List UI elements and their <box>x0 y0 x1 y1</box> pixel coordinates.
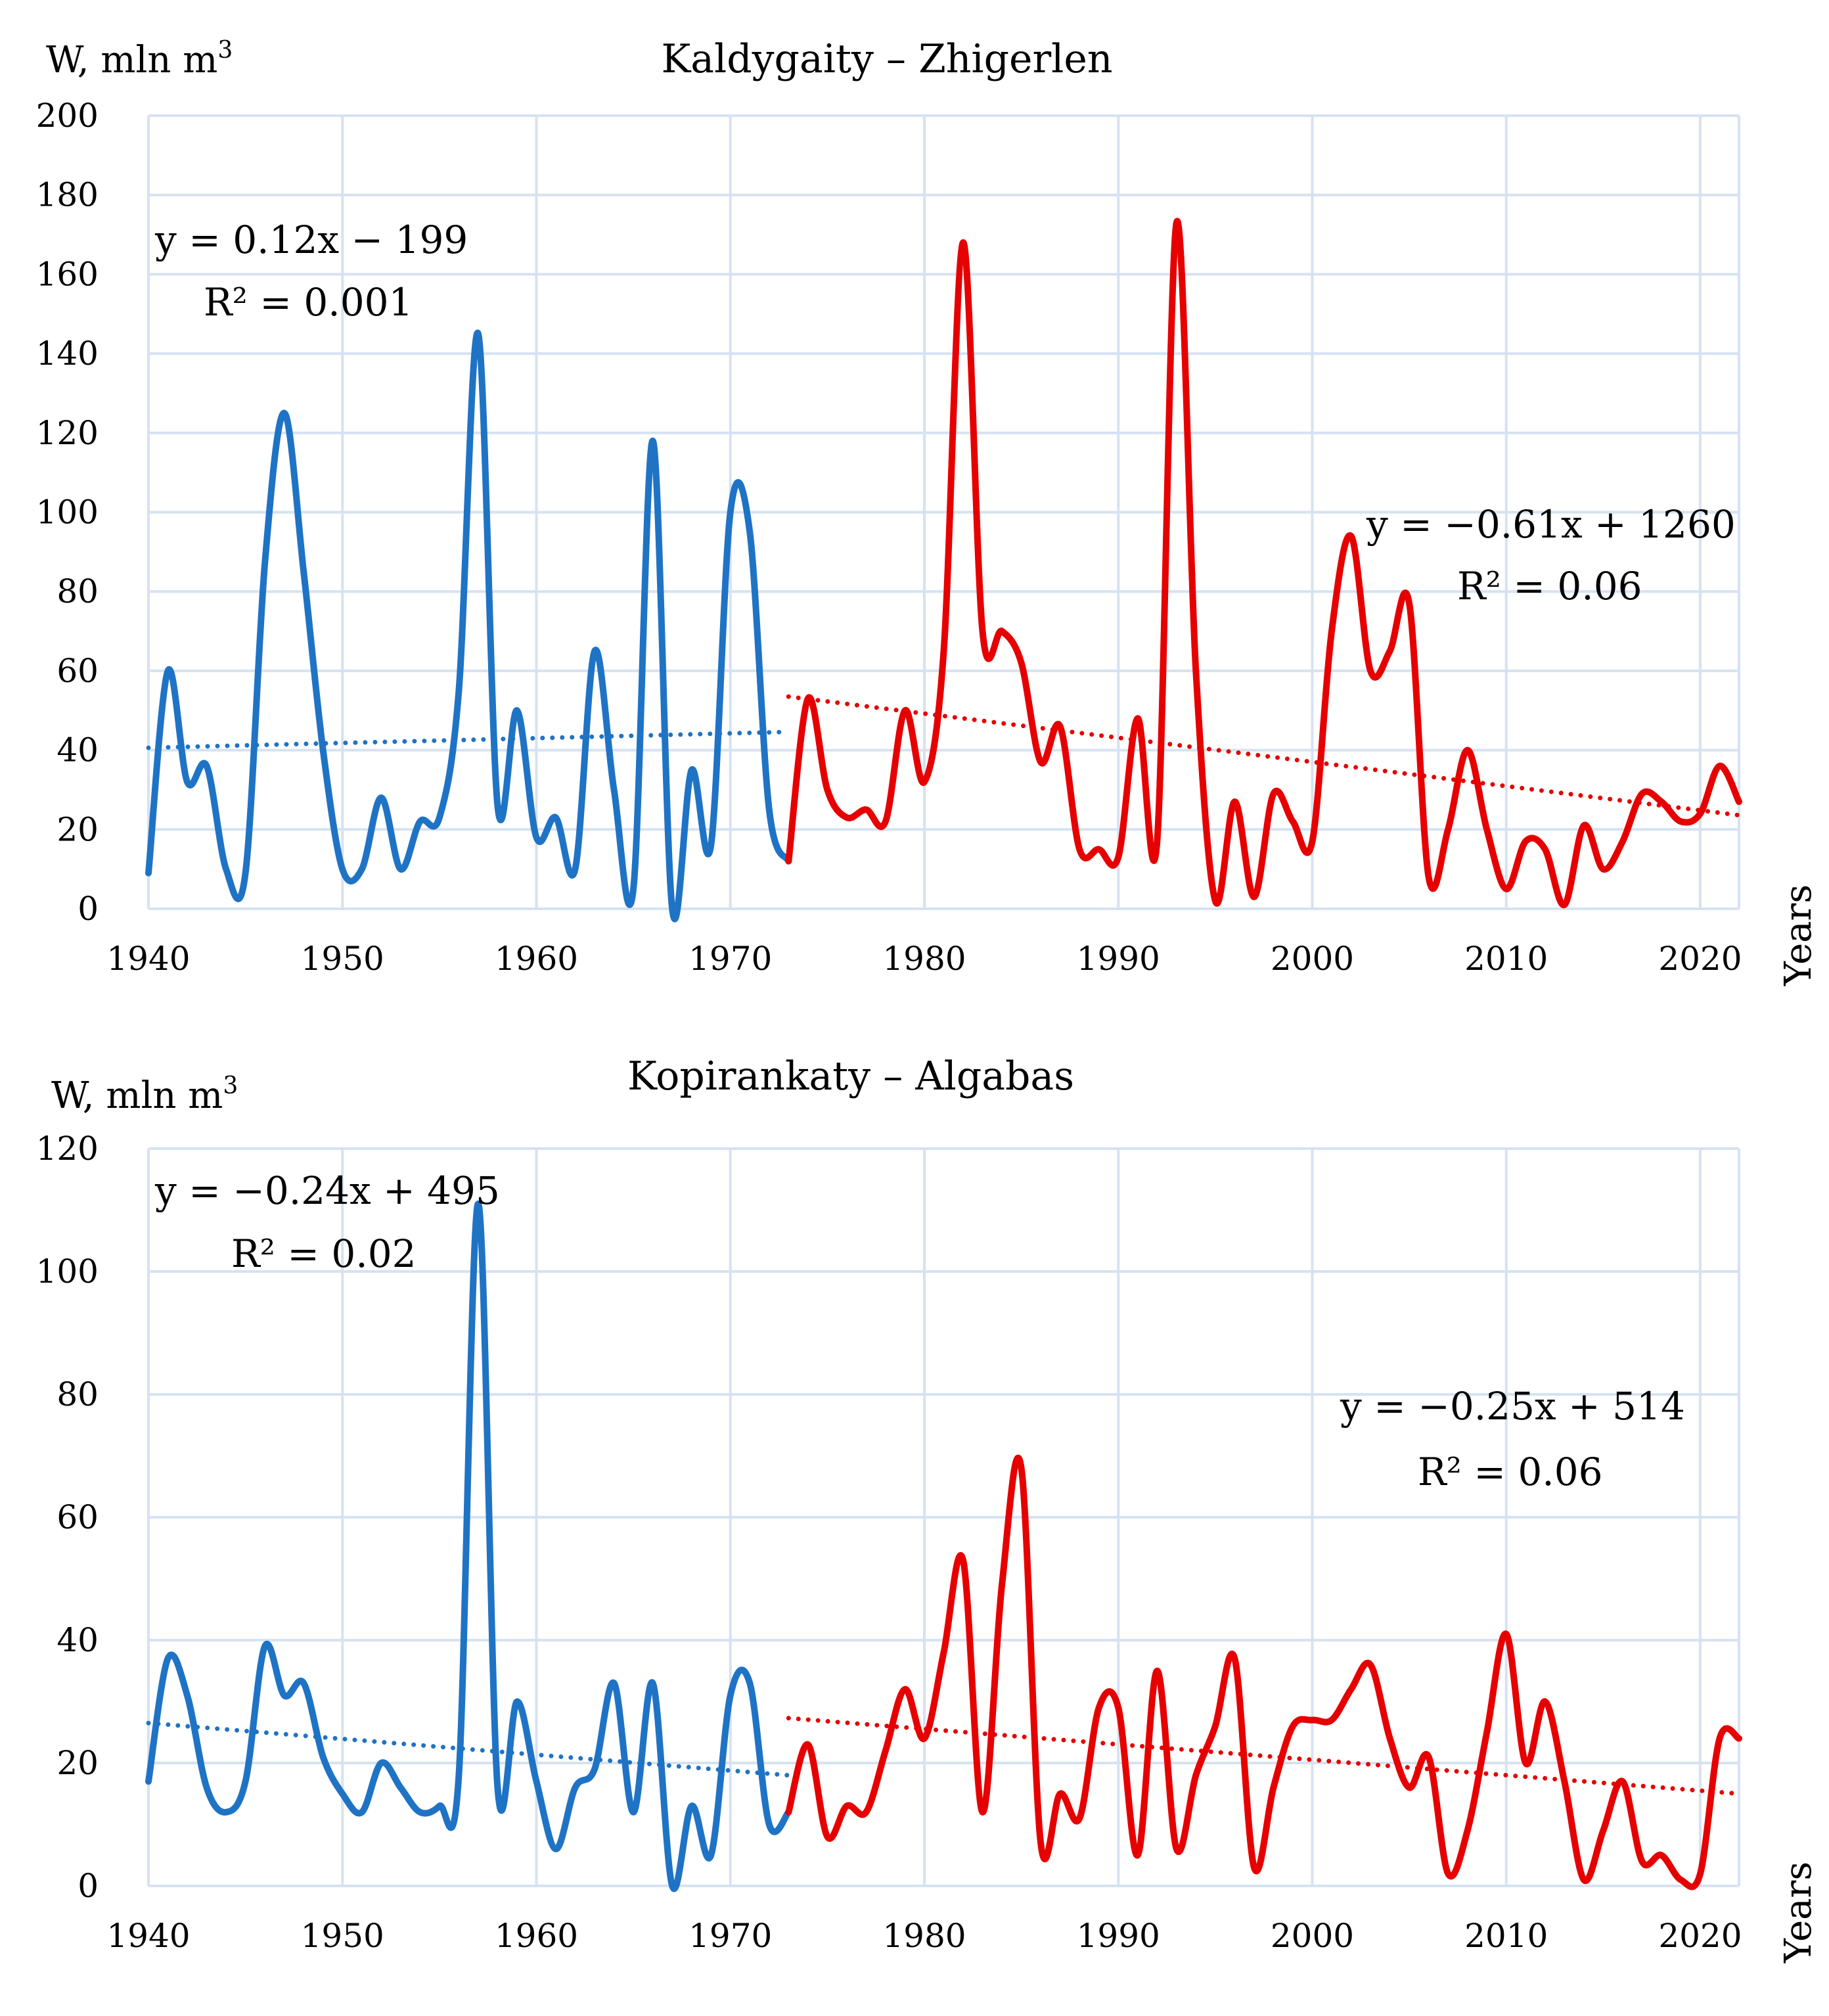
trend-r2-period-2: R² = 0.06 <box>1418 1450 1603 1494</box>
trend-r2-period-2: R² = 0.06 <box>1457 564 1642 608</box>
y-tick-label: 20 <box>56 1744 99 1782</box>
chart-2: 0 20 40 60 80 100 120 1940 1950 1960 1970 1980 1990 2… <box>36 1053 1820 1963</box>
chart-1: 0 20 40 60 80 100 120 140 160 180 200 1940 1950 1960 1… <box>36 36 1820 986</box>
chart-title: Kopirankaty – Algabas <box>627 1053 1074 1099</box>
x-tick-label: 2000 <box>1271 1917 1354 1955</box>
x-tick-label: 1990 <box>1077 940 1160 978</box>
y-axis-label: W, mln m3 <box>51 1072 238 1117</box>
trendline-period-1 <box>146 1720 791 1778</box>
y-tick-label: 120 <box>36 1130 99 1168</box>
series-line-period-1 <box>145 1201 792 1892</box>
trend-equation-period-2: y = −0.25x + 514 <box>1340 1384 1685 1429</box>
trendline-period-2 <box>786 694 1742 818</box>
y-axis-label-superscript: 3 <box>217 37 233 64</box>
y-axis-label: W, mln m3 <box>46 37 233 81</box>
y-axis-label-superscript: 3 <box>223 1072 238 1099</box>
x-tick-label: 1970 <box>689 1917 772 1955</box>
x-tick-label: 1980 <box>882 1917 966 1955</box>
x-axis-label: Years <box>1777 1862 1820 1963</box>
x-tick-label: 2020 <box>1658 940 1742 978</box>
x-tick-label: 2020 <box>1658 1917 1742 1955</box>
x-tick-label: 1980 <box>882 940 966 978</box>
y-tick-label: 60 <box>56 1498 99 1536</box>
trend-r2-period-1: R² = 0.02 <box>231 1231 417 1276</box>
y-tick-label: 80 <box>56 1375 99 1413</box>
series-line-period-2 <box>785 218 1742 908</box>
trendline-period-2 <box>786 1716 1742 1797</box>
trend-equation-period-1: y = 0.12x − 199 <box>154 218 468 262</box>
y-tick-label: 140 <box>36 334 99 373</box>
trend-equation-period-1: y = −0.24x + 495 <box>154 1168 500 1213</box>
y-tick-label: 60 <box>56 652 99 690</box>
y-tick-label: 80 <box>56 572 99 610</box>
trend-equation-period-2: y = −0.61x + 1260 <box>1366 502 1736 547</box>
x-tick-label: 1960 <box>495 1917 578 1955</box>
chart-title: Kaldygaity – Zhigerlen <box>661 36 1112 82</box>
x-tick-label: 1950 <box>301 1917 384 1955</box>
x-tick-label: 2010 <box>1464 1917 1548 1955</box>
trend-r2-period-1: R² = 0.001 <box>204 280 413 325</box>
y-tick-label: 40 <box>56 731 99 769</box>
x-axis-label: Years <box>1777 884 1820 986</box>
y-tick-label: 200 <box>36 97 99 135</box>
y-tick-label: 180 <box>36 176 99 214</box>
y-tick-label: 0 <box>78 1867 99 1905</box>
x-tick-label: 1940 <box>106 1917 190 1955</box>
x-tick-label: 2010 <box>1464 940 1548 978</box>
x-tick-label: 1970 <box>689 940 772 978</box>
y-tick-label: 120 <box>36 414 99 452</box>
y-tick-label: 100 <box>36 1252 99 1291</box>
y-tick-label: 160 <box>36 255 99 293</box>
x-tick-label: 2000 <box>1271 940 1354 978</box>
y-tick-label: 0 <box>78 890 99 928</box>
y-tick-label: 40 <box>56 1621 99 1659</box>
x-tick-label: 1940 <box>106 940 190 978</box>
x-tick-label: 1960 <box>495 940 578 978</box>
y-tick-label: 100 <box>36 493 99 532</box>
trendline-period-1 <box>146 729 791 750</box>
x-tick-label: 1950 <box>301 940 384 978</box>
series-line-period-1 <box>145 329 792 923</box>
series-line-period-2 <box>785 1454 1742 1890</box>
x-tick-label: 1990 <box>1077 1917 1160 1955</box>
y-tick-label: 20 <box>56 810 99 848</box>
